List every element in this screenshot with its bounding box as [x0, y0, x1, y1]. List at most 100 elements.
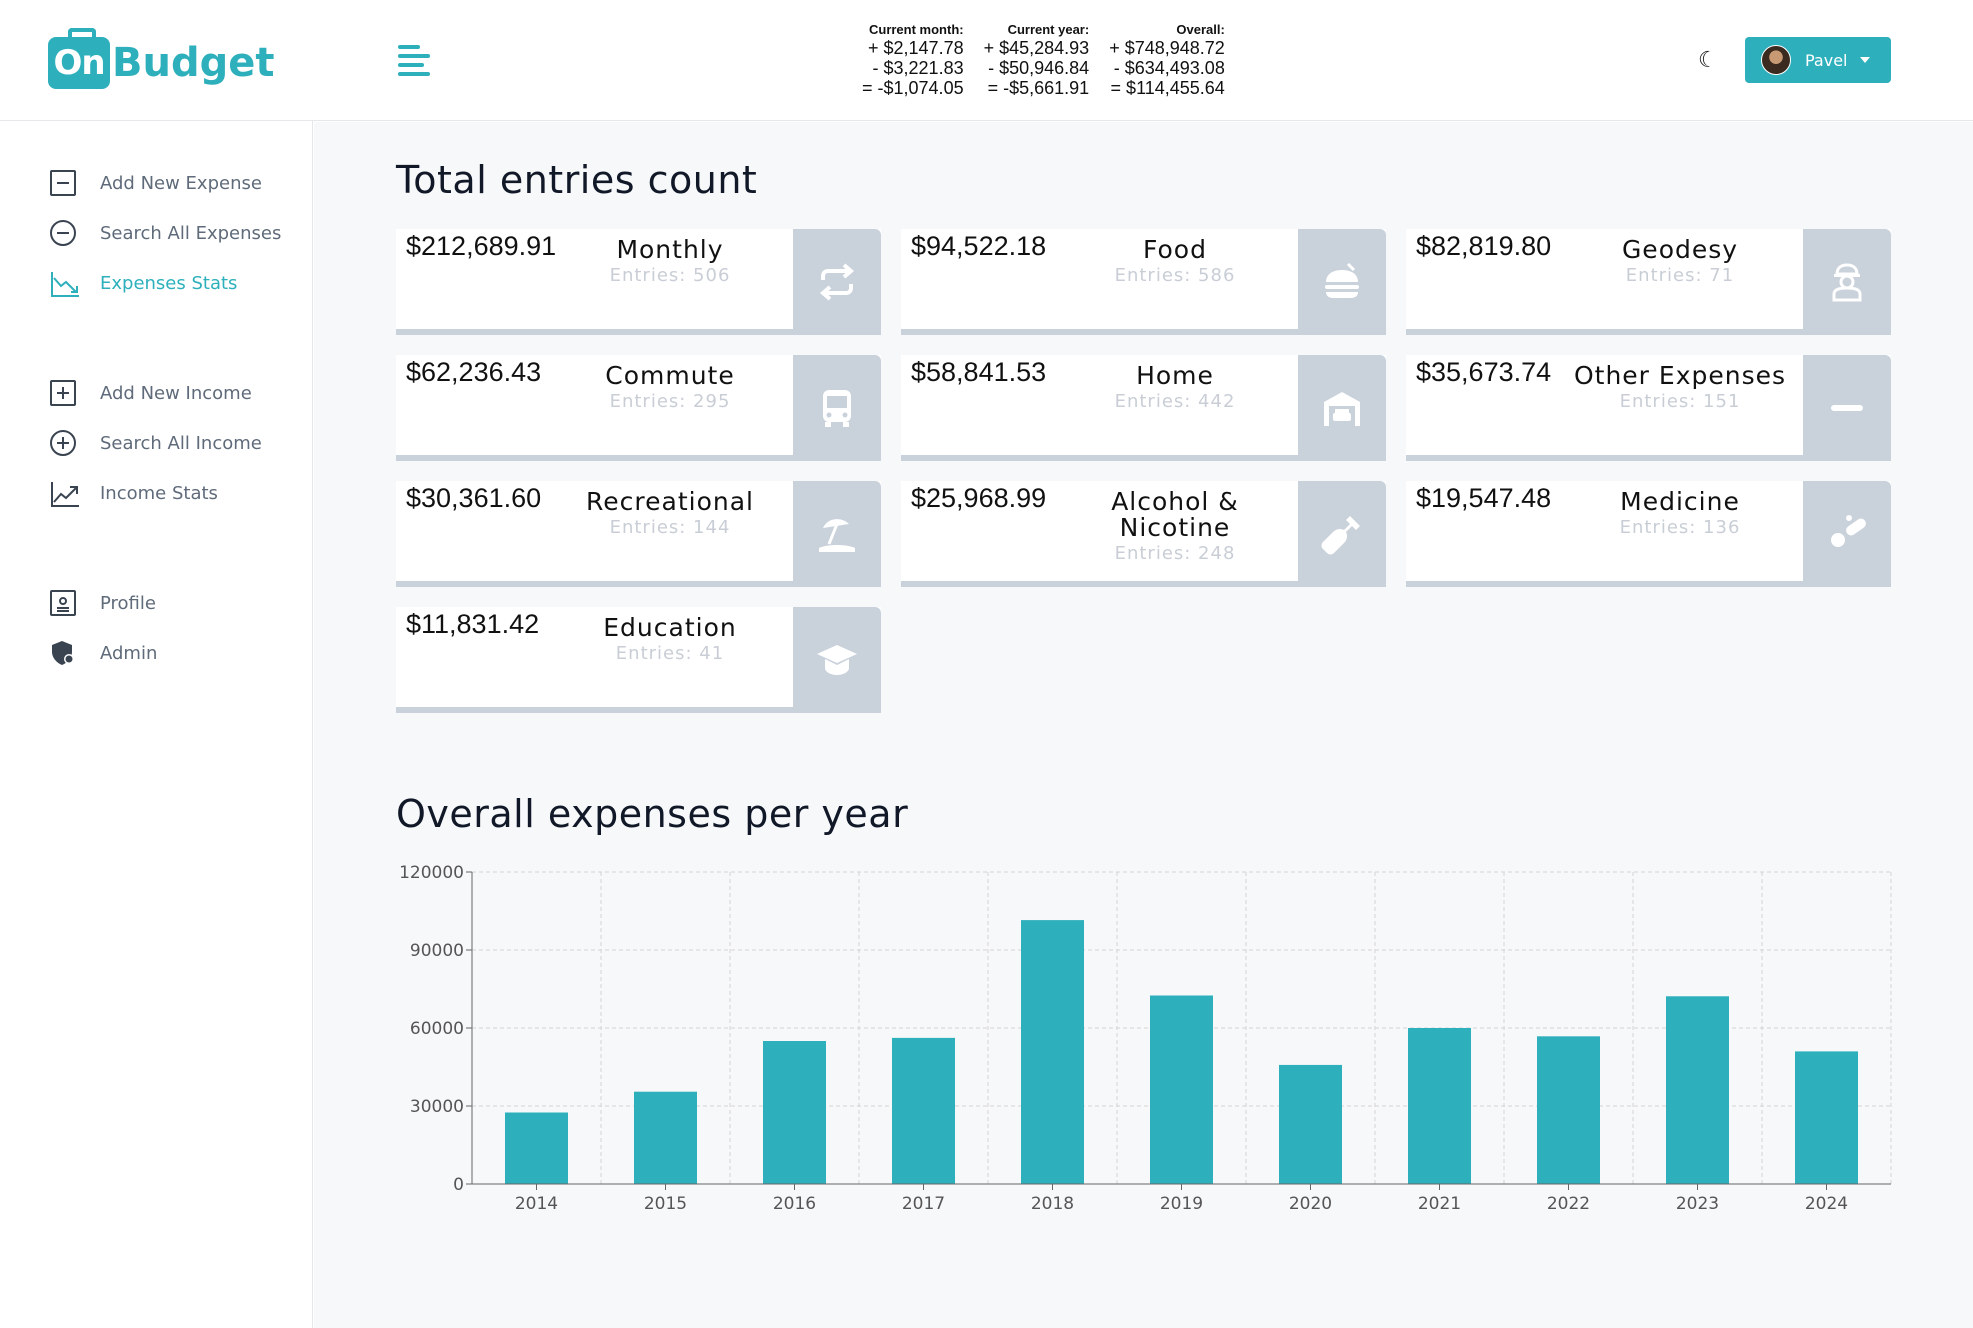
- category-card-commute[interactable]: $62,236.43 Commute Entries: 295: [396, 355, 881, 461]
- summary-overall: Overall: + $748,948.72 - $634,493.08 = $…: [1109, 22, 1225, 98]
- card-entries-count: Entries: 144: [609, 517, 731, 538]
- plus-circle-icon: [50, 430, 76, 456]
- sidebar-item-label: Search All Income: [100, 432, 262, 454]
- summary-expense: - $50,946.84: [988, 58, 1090, 78]
- x-tick-label: 2023: [1676, 1194, 1719, 1214]
- card-entries-count: Entries: 41: [615, 643, 725, 664]
- category-card-education[interactable]: $11,831.42 Education Entries: 41: [396, 607, 881, 713]
- bar-2024: [1795, 1051, 1858, 1184]
- summary-current-year: Current year: + $45,284.93 - $50,946.84 …: [984, 22, 1090, 98]
- x-tick-label: 2021: [1418, 1194, 1461, 1214]
- summary-heading: Current month:: [868, 22, 964, 37]
- bar-2015: [634, 1091, 697, 1184]
- category-card-recreational[interactable]: $30,361.60 Recreational Entries: 144: [396, 481, 881, 587]
- category-card-other-expenses[interactable]: $35,673.74 Other Expenses Entries: 151: [1406, 355, 1891, 461]
- sidebar-item-label: Expenses Stats: [100, 272, 238, 294]
- card-category: Commute Entries: 295: [555, 363, 785, 415]
- category-card-medicine[interactable]: $19,547.48 Medicine Entries: 136: [1406, 481, 1891, 587]
- summary-total: = -$5,661.91: [987, 78, 1090, 98]
- onbudget-logo[interactable]: On Budget: [48, 28, 274, 90]
- logo-prefix: On: [53, 43, 105, 83]
- user-avatar: [1761, 45, 1791, 75]
- card-category: Monthly Entries: 506: [555, 237, 785, 289]
- card-amount: $94,522.18: [911, 231, 1047, 261]
- card-category-name: Geodesy: [1621, 235, 1739, 264]
- card-category: Home Entries: 442: [1060, 363, 1290, 415]
- summary-income: + $45,284.93: [983, 38, 1090, 58]
- x-tick-label: 2019: [1160, 1194, 1203, 1214]
- summary-total: = $114,455.64: [1110, 78, 1225, 98]
- bar-2018: [1021, 920, 1084, 1184]
- category-card-food[interactable]: $94,522.18 Food Entries: 586: [901, 229, 1386, 335]
- summary-expense: - $634,493.08: [1113, 58, 1225, 78]
- card-icon-tile: [793, 607, 881, 713]
- card-entries-count: Entries: 71: [1625, 265, 1735, 286]
- card-icon-tile: [793, 229, 881, 335]
- sidebar-item-search-income[interactable]: Search All Income: [50, 430, 262, 456]
- bar-2021: [1408, 1028, 1471, 1184]
- sidebar-item-label: Profile: [100, 592, 156, 614]
- bar-2023: [1666, 996, 1729, 1184]
- card-category: Geodesy Entries: 71: [1565, 237, 1795, 289]
- card-icon-tile: [1803, 355, 1891, 461]
- bar-2014: [505, 1112, 568, 1184]
- card-amount: $11,831.42: [406, 609, 540, 639]
- x-tick-label: 2016: [773, 1194, 816, 1214]
- sidebar-item-add-expense[interactable]: Add New Expense: [50, 170, 262, 196]
- category-card-monthly[interactable]: $212,689.91 Monthly Entries: 506: [396, 229, 881, 335]
- category-card-geodesy[interactable]: $82,819.80 Geodesy Entries: 71: [1406, 229, 1891, 335]
- sidebar-item-label: Admin: [100, 642, 158, 664]
- card-amount: $62,236.43: [406, 357, 542, 387]
- card-category: Food Entries: 586: [1060, 237, 1290, 289]
- card-category-name: Other Expenses: [1573, 361, 1787, 390]
- card-icon-tile: [1298, 481, 1386, 587]
- card-amount: $19,547.48: [1416, 483, 1552, 513]
- sidebar-item-admin[interactable]: Admin: [50, 640, 157, 666]
- card-icon-tile: [1803, 481, 1891, 587]
- sidebar: Add New Expense Search All Expenses Expe…: [0, 121, 313, 1328]
- card-category: Alcohol & Nicotine Entries: 248: [1060, 489, 1290, 567]
- category-card-home[interactable]: $58,841.53 Home Entries: 442: [901, 355, 1386, 461]
- sidebar-item-label: Search All Expenses: [100, 222, 282, 244]
- sidebar-item-label: Add New Expense: [100, 172, 262, 194]
- sidebar-item-search-expenses[interactable]: Search All Expenses: [50, 220, 281, 246]
- chart-down-icon: [50, 270, 79, 297]
- card-amount: $82,819.80: [1416, 231, 1552, 261]
- x-tick-label: 2017: [902, 1194, 945, 1214]
- profile-card-icon: [50, 590, 76, 616]
- bar-2022: [1537, 1036, 1600, 1184]
- minus-square-icon: [50, 170, 76, 196]
- card-entries-count: Entries: 506: [609, 265, 731, 286]
- x-tick-label: 2020: [1289, 1194, 1332, 1214]
- entries-section-title: Total entries count: [396, 158, 758, 202]
- summary-income: + $2,147.78: [868, 38, 964, 58]
- hamburger-menu-icon[interactable]: [398, 45, 432, 76]
- bar-2016: [763, 1041, 826, 1184]
- sidebar-item-label: Add New Income: [100, 382, 252, 404]
- chart-section-title: Overall expenses per year: [396, 792, 909, 836]
- card-icon-tile: [1803, 229, 1891, 335]
- summary-expense: - $3,221.83: [872, 58, 964, 78]
- y-tick-label: 60000: [410, 1019, 464, 1039]
- sidebar-item-income-stats[interactable]: Income Stats: [50, 480, 218, 507]
- umbrella-beach-icon: [819, 519, 855, 552]
- user-menu-button[interactable]: Pavel: [1745, 37, 1891, 83]
- summary-income: + $748,948.72: [1109, 38, 1225, 58]
- dark-mode-moon-icon[interactable]: ☾: [1698, 48, 1718, 73]
- sidebar-item-add-income[interactable]: Add New Income: [50, 380, 252, 406]
- top-header: On Budget Current month: + $2,147.78 - $…: [0, 0, 1973, 121]
- pills-icon: [1831, 515, 1866, 547]
- bus-icon: [823, 390, 851, 427]
- card-entries-count: Entries: 151: [1619, 391, 1741, 412]
- bar-2017: [892, 1037, 955, 1184]
- garage-icon: [1324, 392, 1360, 426]
- sidebar-item-expenses-stats[interactable]: Expenses Stats: [50, 270, 238, 297]
- caret-down-icon: [1859, 57, 1870, 63]
- plus-square-icon: [50, 380, 76, 406]
- summary-current-month: Current month: + $2,147.78 - $3,221.83 =…: [862, 22, 964, 98]
- category-card-alcohol-nicotine[interactable]: $25,968.99 Alcohol & Nicotine Entries: 24…: [901, 481, 1386, 587]
- card-amount: $212,689.91: [406, 231, 557, 261]
- repeat-icon: [819, 263, 855, 301]
- card-icon-tile: [1298, 229, 1386, 335]
- sidebar-item-profile[interactable]: Profile: [50, 590, 156, 616]
